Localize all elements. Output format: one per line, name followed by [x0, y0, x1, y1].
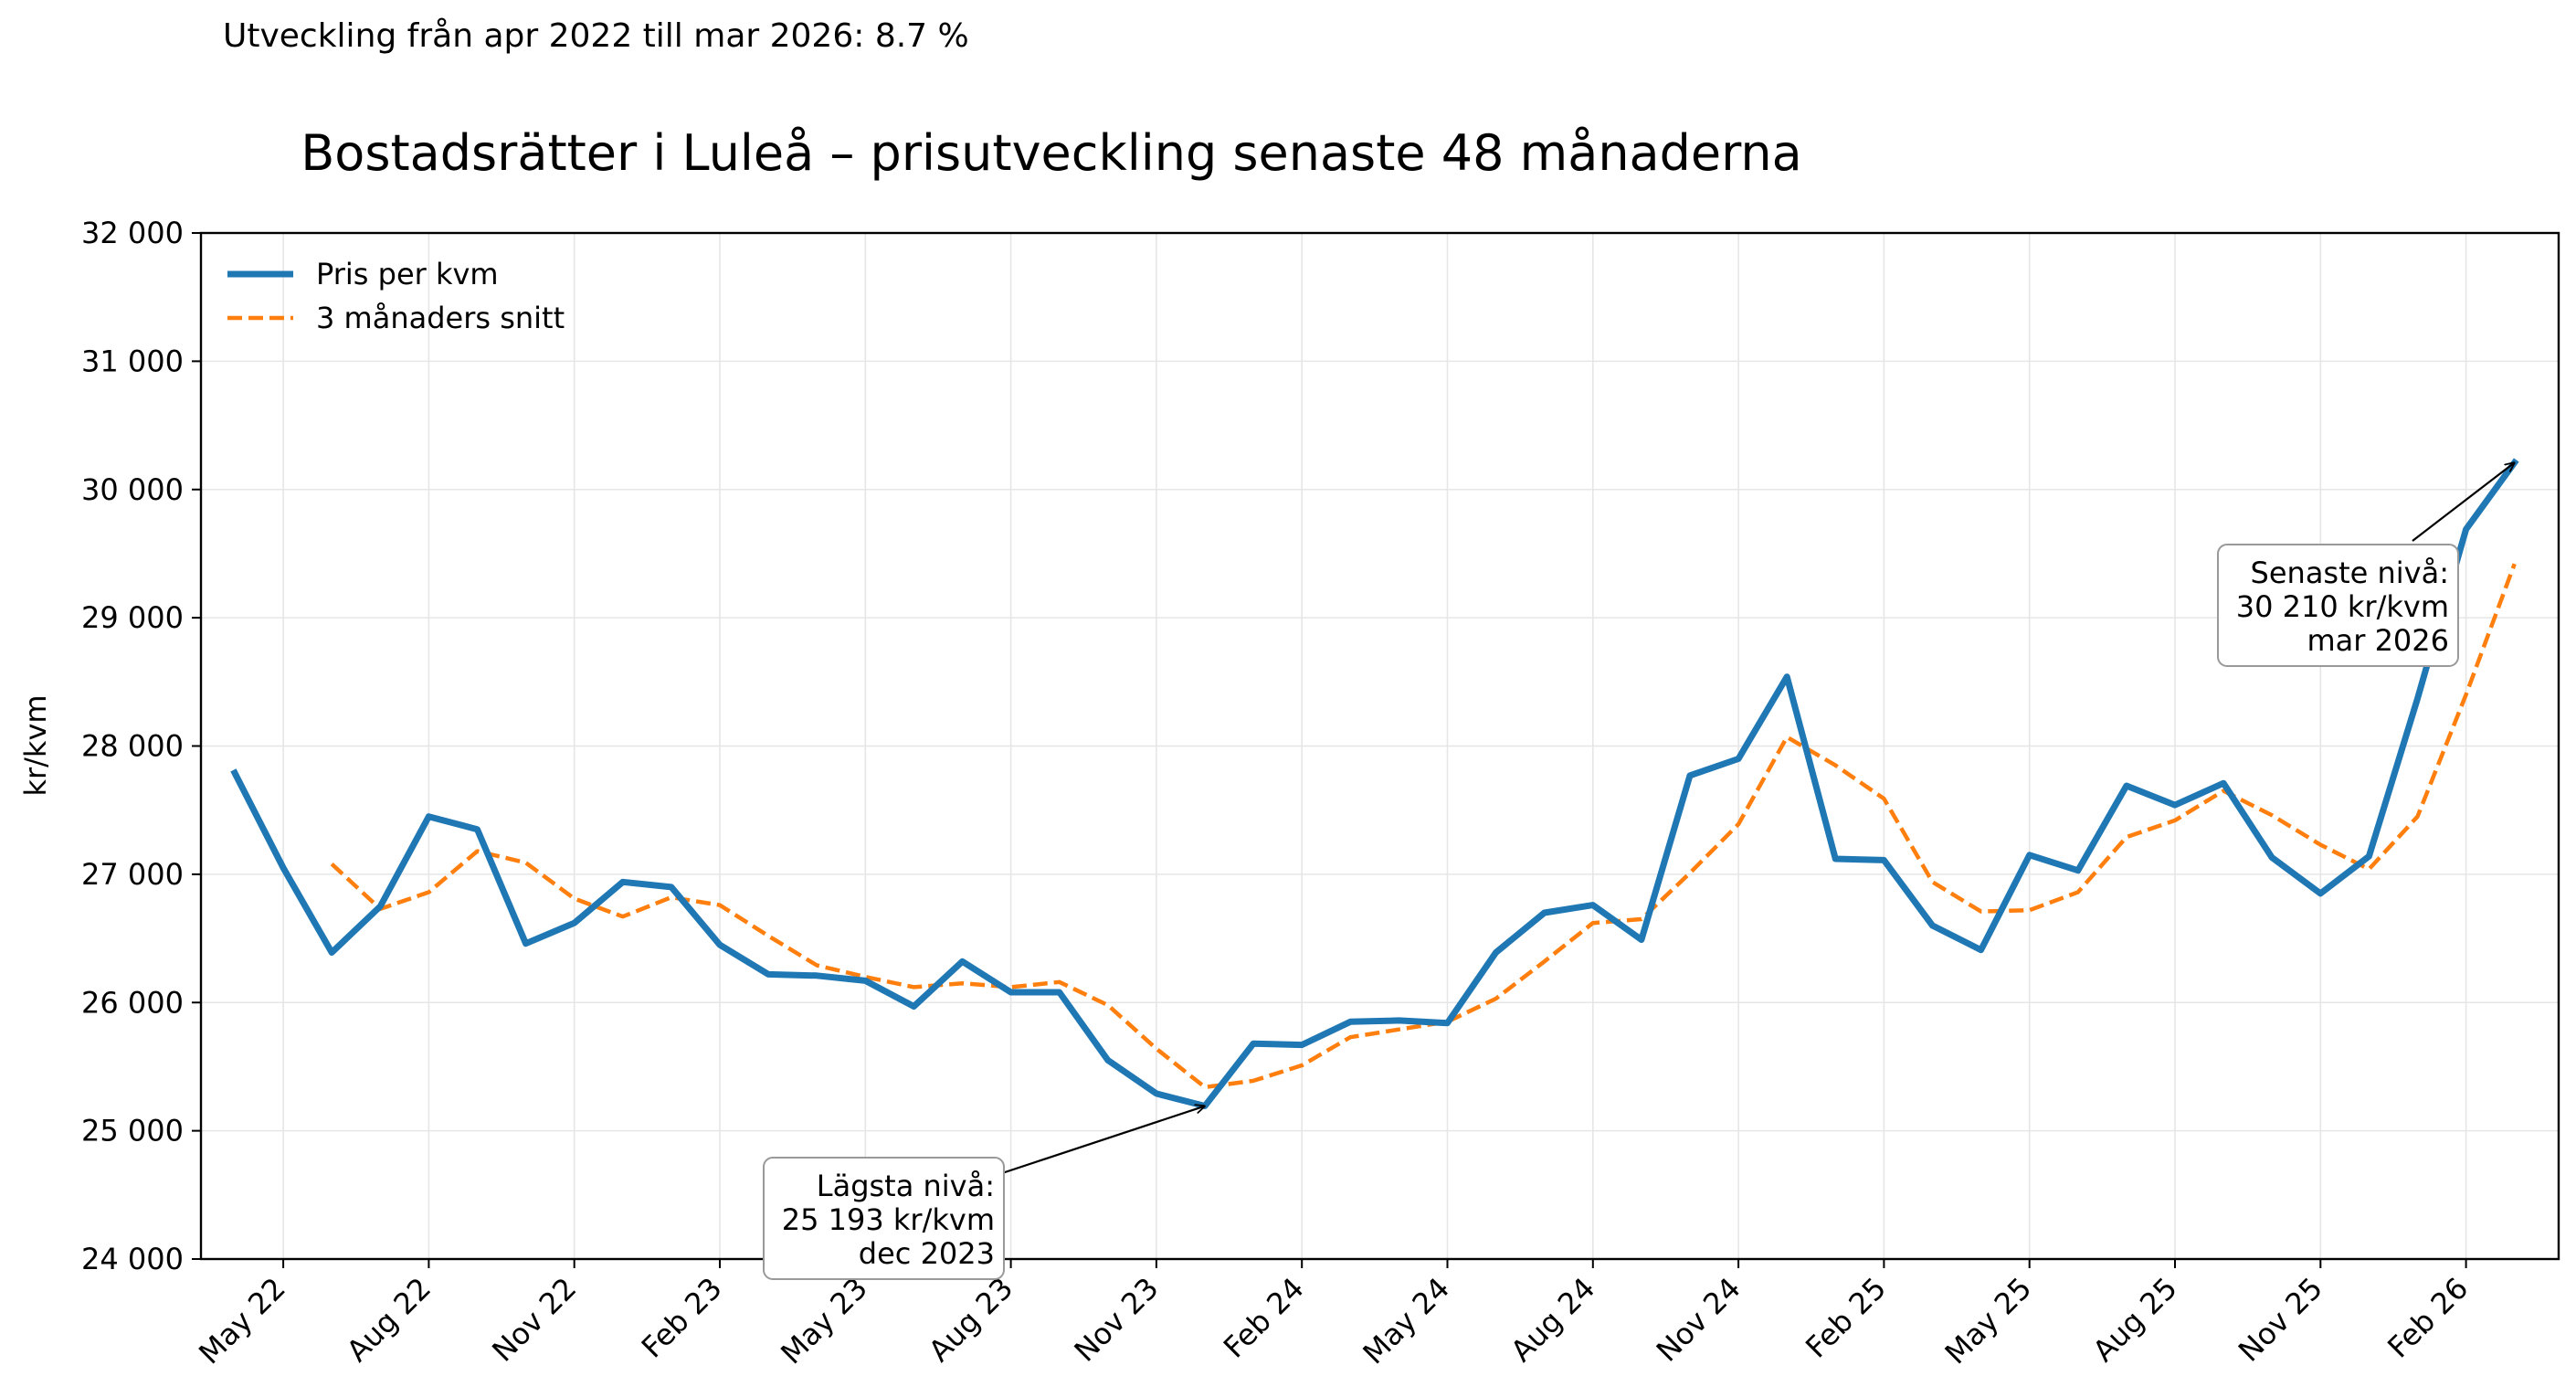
chart-title: Bostadsrätter i Luleå – prisutveckling s… [301, 124, 1801, 182]
x-tick-label: May 23 [774, 1271, 874, 1371]
x-tick-label: Aug 25 [2086, 1271, 2184, 1369]
x-tick-label: May 22 [192, 1271, 292, 1371]
plot-frame [199, 231, 2560, 1261]
annotation-text: 25 193 kr/kvm [782, 1202, 995, 1237]
x-tick-label: Nov 25 [2232, 1271, 2329, 1369]
x-tick-label: Feb 24 [1217, 1271, 1311, 1365]
x-tick-label: Aug 24 [1504, 1271, 1601, 1369]
x-tick-label: Feb 23 [635, 1271, 729, 1365]
annotation-box [2217, 544, 2459, 667]
series-line-1 [330, 563, 2517, 1090]
x-tick-label: May 24 [1357, 1271, 1457, 1371]
y-tick-label: 31 000 [81, 344, 184, 378]
series-line-0 [230, 458, 2519, 1109]
y-tick-label: 32 000 [81, 216, 184, 250]
annotation-arrow [993, 1106, 1205, 1178]
y-tick-label: 30 000 [81, 472, 184, 507]
y-tick-label: 28 000 [81, 729, 184, 764]
annotation-text: Senaste nivå: [2251, 556, 2449, 590]
y-tick-label: 24 000 [81, 1242, 184, 1276]
annotation-text: 30 210 kr/kvm [2236, 589, 2449, 624]
x-tick-label: May 25 [1938, 1271, 2039, 1371]
y-tick-label: 26 000 [81, 985, 184, 1020]
legend-label: 3 månaders snitt [316, 301, 565, 335]
annotation-text: dec 2023 [859, 1236, 995, 1271]
chart-subtitle: Utveckling från apr 2022 till mar 2026: … [223, 17, 969, 55]
x-tick-label: Nov 24 [1650, 1271, 1747, 1369]
legend: Pris per kvm 3 månaders snitt [227, 257, 565, 335]
y-axis-label: kr/kvm [18, 694, 53, 796]
x-tick-label: Feb 26 [2381, 1271, 2475, 1365]
gridlines [201, 232, 2559, 1260]
x-tick-label: Nov 23 [1068, 1271, 1166, 1369]
y-tick-label: 25 000 [81, 1114, 184, 1148]
series-lines [230, 458, 2519, 1109]
y-tick-label: 27 000 [81, 857, 184, 892]
x-tick-label: Nov 22 [485, 1271, 583, 1369]
legend-label: Pris per kvm [316, 257, 499, 291]
x-tick-label: Feb 25 [1799, 1271, 1893, 1365]
y-tick-label: 29 000 [81, 600, 184, 635]
x-tick-label: Aug 23 [922, 1271, 1019, 1369]
annotation-text: mar 2026 [2307, 623, 2449, 658]
annotation-text: Lägsta nivå: [817, 1169, 995, 1203]
x-axis-ticks: May 22 Aug 22 Nov 22 Feb 23 May 23 Aug 23 Nov … [192, 1259, 2475, 1371]
x-tick-label: Aug 22 [340, 1271, 438, 1369]
annotation-box [763, 1157, 1005, 1280]
annotation-arrow [2412, 462, 2515, 542]
y-axis-ticks: 24 000 25 000 26 000 27 000 28 000 29 000 30 0… [81, 216, 201, 1276]
